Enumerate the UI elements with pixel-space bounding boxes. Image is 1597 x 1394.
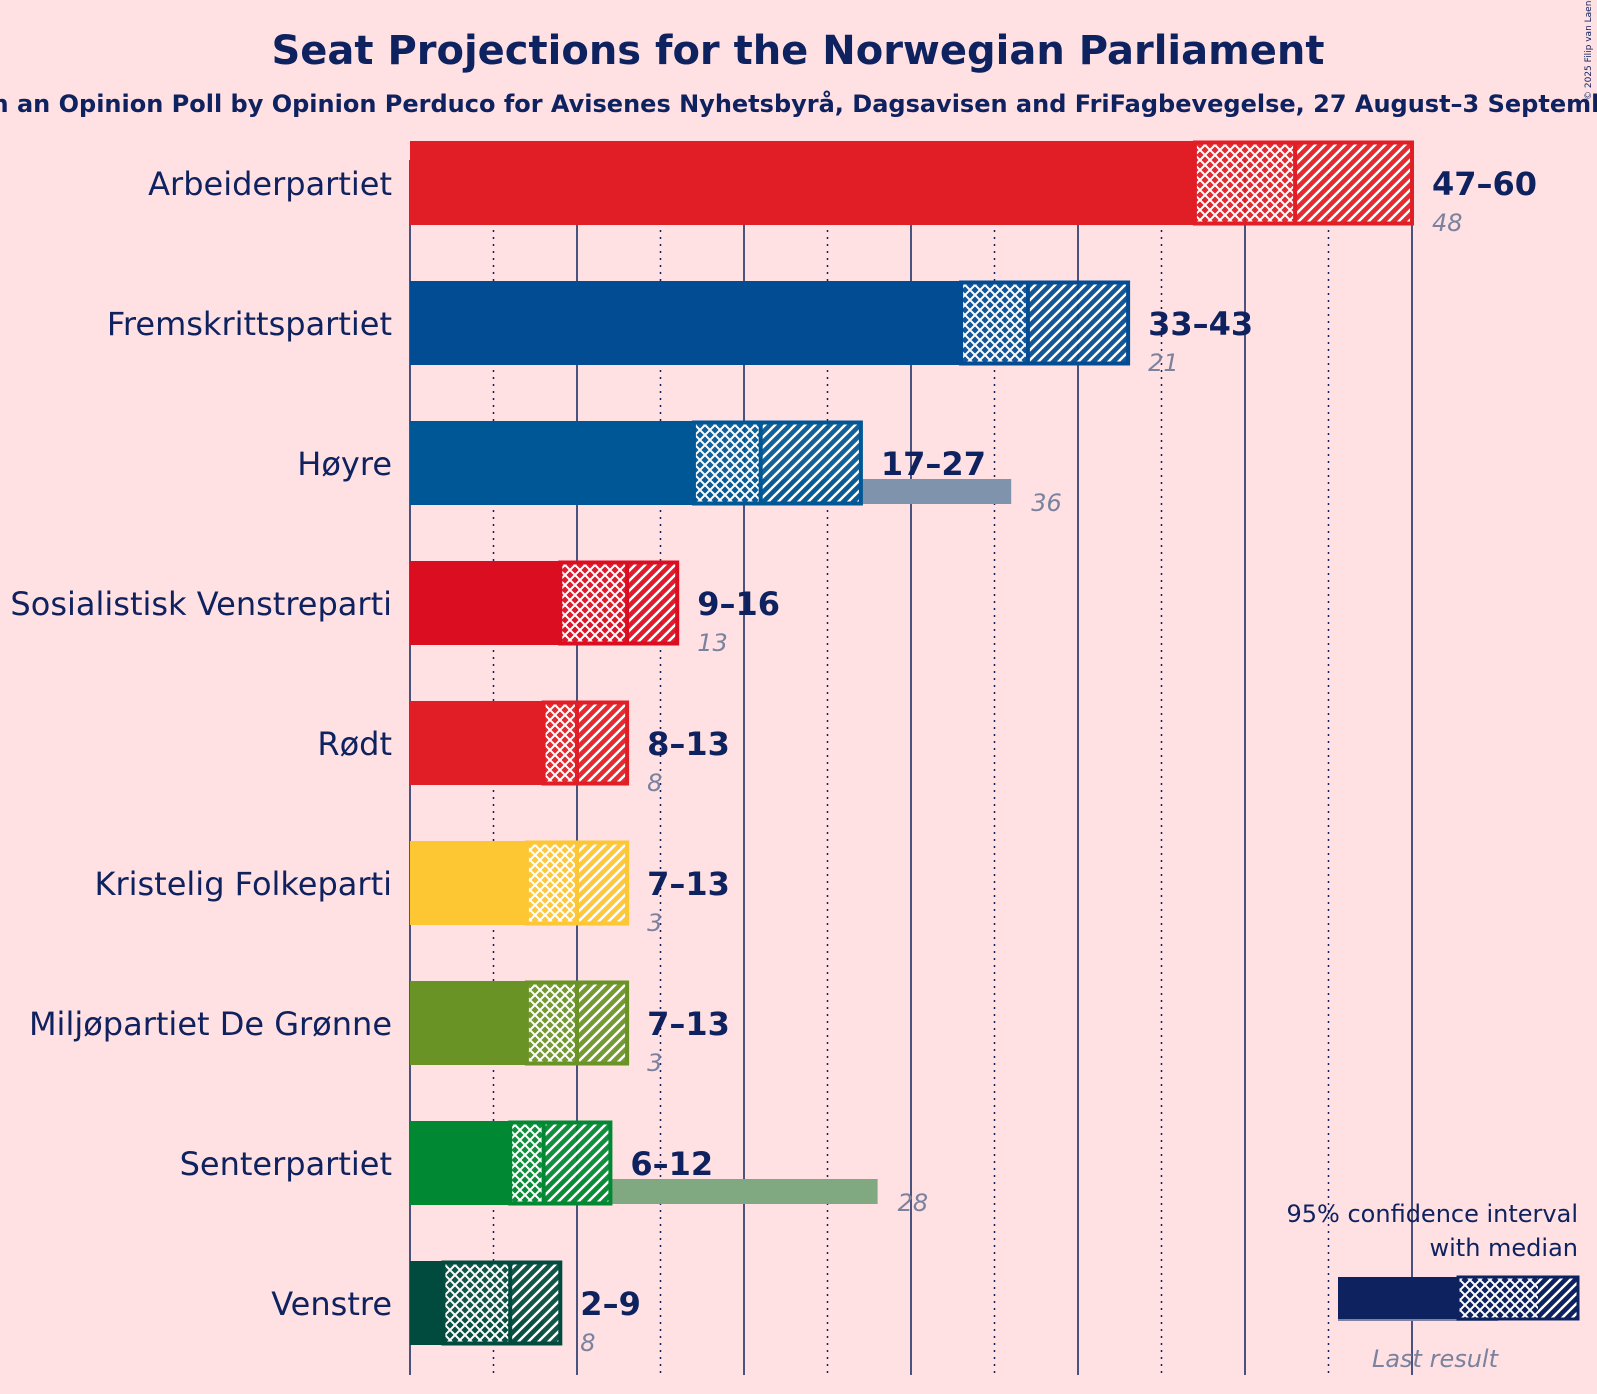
- interval-solid-bar: [410, 701, 544, 785]
- copyright-notice: © 2025 Filip van Laenen: [1584, 0, 1594, 100]
- last-result-label: 8: [647, 769, 662, 797]
- party-row: Høyre 17–27 36: [297, 420, 1062, 517]
- chart-subtitle: Based on an Opinion Poll by Opinion Perd…: [0, 89, 1597, 118]
- party-name-label: Arbeiderpartiet: [148, 165, 392, 203]
- party-name-label: Miljøpartiet De Grønne: [29, 1005, 392, 1043]
- party-name-label: Rødt: [317, 725, 392, 763]
- interval-crosshatch-pattern: [1194, 141, 1296, 225]
- interval-outline: [541, 700, 630, 786]
- last-result-label: 3: [647, 1049, 662, 1077]
- party-row: Arbeiderpartiet 47–60 48: [148, 140, 1537, 237]
- legend-interval-solid: [1338, 1277, 1458, 1319]
- party-name-label: Venstre: [271, 1285, 392, 1323]
- last-result-label: 28: [898, 1189, 929, 1217]
- range-label: 47–60: [1432, 165, 1537, 203]
- party-row: Rødt 8–13 8: [317, 700, 730, 797]
- legend-last-result-label: Last result: [1372, 1345, 1500, 1373]
- legend-interval-hatch-pattern: [1538, 1277, 1578, 1319]
- interval-hatch-pattern: [577, 701, 628, 785]
- last-result-label: 3: [647, 909, 662, 937]
- party-name-label: Senterpartiet: [180, 1145, 392, 1183]
- legend-title-line2: with median: [1429, 1234, 1578, 1262]
- interval-crosshatch-pattern: [693, 421, 761, 505]
- bar-groups: Arbeiderpartiet 47–60 48 Fremskrittspartiet…: [10, 140, 1537, 1357]
- interval-solid-bar: [410, 561, 561, 645]
- interval-solid-bar: [410, 281, 962, 365]
- interval-crosshatch-pattern: [443, 1261, 511, 1345]
- last-result-label: 36: [1031, 489, 1062, 517]
- interval-crosshatch-pattern: [560, 561, 628, 645]
- interval-solid-bar: [410, 981, 527, 1065]
- interval-crosshatch-pattern: [961, 281, 1028, 365]
- interval-hatch-pattern: [543, 1121, 611, 1205]
- interval-solid-bar: [410, 421, 694, 505]
- interval-hatch-pattern: [577, 841, 628, 925]
- interval-solid-bar: [410, 1121, 511, 1205]
- interval-solid-bar: [410, 1261, 444, 1345]
- interval-outline: [508, 1120, 613, 1206]
- party-row: Miljøpartiet De Grønne 7–13 3: [29, 980, 730, 1077]
- range-label: 7–13: [647, 1005, 730, 1043]
- range-label: 17–27: [881, 445, 986, 483]
- party-row: Kristelig Folkeparti 7–13 3: [94, 840, 730, 937]
- last-result-label: 8: [580, 1329, 595, 1357]
- party-name-label: Sosialistisk Venstreparti: [10, 585, 392, 623]
- interval-solid-bar: [410, 141, 1195, 225]
- interval-outline: [959, 280, 1131, 366]
- party-row: Venstre 2–9 8: [271, 1260, 641, 1357]
- interval-outline: [558, 560, 680, 646]
- interval-outline: [441, 1260, 563, 1346]
- party-name-label: Høyre: [297, 445, 392, 483]
- party-row: Fremskrittspartiet 33–43 21: [107, 280, 1253, 377]
- interval-crosshatch-pattern: [526, 981, 577, 1065]
- interval-crosshatch-pattern: [543, 701, 577, 785]
- party-name-label: Fremskrittspartiet: [107, 305, 392, 343]
- legend: 95% confidence interval with median Last…: [1287, 1200, 1580, 1373]
- interval-crosshatch-pattern: [526, 841, 577, 925]
- legend-title-line1: 95% confidence interval: [1287, 1200, 1578, 1228]
- range-label: 7–13: [647, 865, 730, 903]
- range-label: 33–43: [1148, 305, 1253, 343]
- chart-title: Seat Projections for the Norwegian Parli…: [271, 28, 1324, 74]
- interval-hatch-pattern: [1295, 141, 1412, 225]
- range-label: 6–12: [630, 1145, 713, 1183]
- interval-hatch-pattern: [760, 421, 861, 505]
- legend-interval-outline: [1456, 1275, 1580, 1321]
- legend-interval-crosshatch-pattern: [1458, 1277, 1538, 1319]
- interval-hatch-pattern: [577, 981, 628, 1065]
- interval-crosshatch-pattern: [510, 1121, 544, 1205]
- party-row: Sosialistisk Venstreparti 9–16 13: [10, 560, 780, 657]
- interval-hatch-pattern: [1027, 281, 1129, 365]
- interval-outline: [524, 980, 630, 1066]
- last-result-label: 13: [697, 629, 728, 657]
- party-name-label: Kristelig Folkeparti: [94, 865, 392, 903]
- last-result-label: 48: [1432, 209, 1463, 237]
- interval-hatch-pattern: [627, 561, 678, 645]
- range-label: 2–9: [580, 1285, 641, 1323]
- interval-solid-bar: [410, 841, 527, 925]
- interval-outline: [691, 420, 863, 506]
- interval-outline: [1192, 140, 1415, 226]
- range-label: 8–13: [647, 725, 730, 763]
- last-result-label: 21: [1148, 349, 1179, 377]
- interval-hatch-pattern: [510, 1261, 561, 1345]
- party-row: Senterpartiet 6–12 28: [180, 1120, 929, 1217]
- interval-outline: [524, 840, 630, 926]
- range-label: 9–16: [697, 585, 780, 623]
